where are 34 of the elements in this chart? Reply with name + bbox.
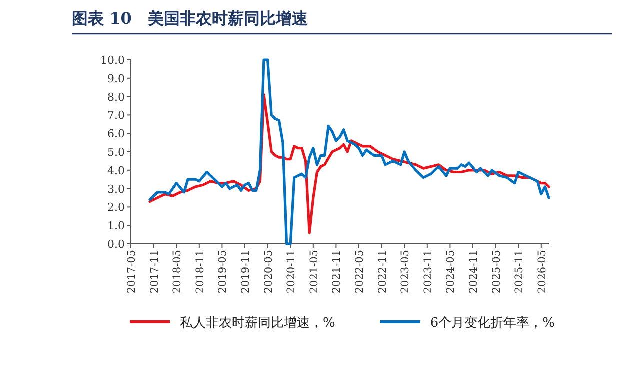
x-tick-label: 2025-05 bbox=[490, 250, 503, 294]
line-series bbox=[148, 58, 550, 246]
y-tick-label: 8.0 bbox=[108, 90, 125, 104]
title: 图表 10 美国非农时薪同比增速 bbox=[72, 9, 308, 28]
legend-label: 私人非农时薪同比增速，% bbox=[180, 316, 336, 331]
y-tick-label: 6.0 bbox=[108, 128, 125, 141]
x-tick-label: 2017-05 bbox=[126, 250, 138, 294]
y-tick-label: 9.0 bbox=[108, 72, 125, 86]
x-tick-label: 2017-11 bbox=[148, 250, 161, 294]
y-tick-label: 0.0 bbox=[108, 238, 125, 251]
x-tick-label: 2019-05 bbox=[217, 250, 230, 294]
x-tick-label: 2020-11 bbox=[286, 250, 298, 294]
y-tick-label: 5.0 bbox=[108, 146, 125, 159]
x-tick-label: 2022-05 bbox=[354, 250, 366, 294]
legend-label: 6个月变化折年率，% bbox=[430, 315, 555, 331]
x-tick-label: 2024-05 bbox=[445, 250, 458, 294]
x-tick-label: 2024-11 bbox=[468, 250, 480, 294]
x-tick-label: 2022-11 bbox=[376, 250, 389, 294]
x-tick-label: 2020-05 bbox=[262, 250, 275, 294]
x-tick-label: 2018-05 bbox=[172, 250, 184, 294]
x-tick-label: 2019-11 bbox=[240, 250, 252, 294]
y-tick-label: 4.0 bbox=[108, 164, 125, 178]
y-tick-label: 3.0 bbox=[108, 182, 125, 196]
y-tick-label: 10.0 bbox=[100, 54, 125, 67]
x-tick-label: 2021-11 bbox=[331, 250, 344, 294]
x-tick-label: 2025-11 bbox=[514, 250, 526, 294]
y-tick-label: 1.0 bbox=[108, 220, 125, 233]
x-tick-label: 2026-05 bbox=[536, 250, 548, 294]
x-tick-label: 2021-05 bbox=[308, 250, 320, 294]
x-tick-label: 2023-11 bbox=[422, 250, 434, 294]
x-tick-label: 2018-11 bbox=[194, 250, 206, 294]
y-tick-label: 7.0 bbox=[108, 109, 125, 122]
x-tick-label: 2023-05 bbox=[400, 250, 412, 294]
y-tick-label: 2.0 bbox=[108, 201, 125, 214]
